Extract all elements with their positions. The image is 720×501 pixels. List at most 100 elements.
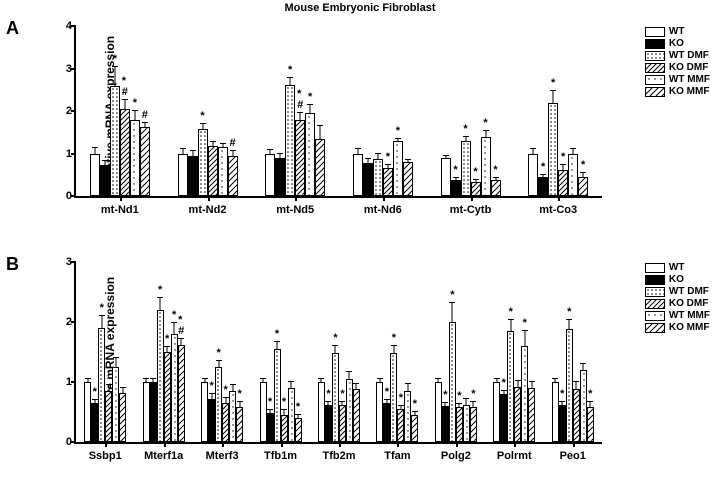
- legend-item: KO MMF: [645, 86, 710, 97]
- bar: [260, 382, 267, 442]
- bar: [383, 403, 390, 442]
- bar: [451, 180, 461, 196]
- group-label: mt-Nd6: [364, 204, 402, 216]
- bar: [318, 382, 325, 442]
- bar: [164, 352, 171, 442]
- bar: [573, 389, 580, 442]
- bar: [449, 322, 456, 442]
- sig-marker: *: [523, 318, 527, 329]
- group-Polg2: ****Polg2: [427, 262, 485, 442]
- sig-marker: *: [308, 92, 312, 103]
- group-label: Polrmt: [497, 450, 532, 462]
- bar: [404, 391, 411, 442]
- group-Tfb2m: ***Tfb2m: [310, 262, 368, 442]
- bar: [265, 154, 275, 197]
- bar: [397, 409, 404, 442]
- bar: [119, 393, 126, 442]
- legend-label: KO: [669, 274, 684, 285]
- bar: [208, 399, 215, 442]
- sig-marker: *: [333, 333, 337, 344]
- legend-item: WT MMF: [645, 310, 710, 321]
- bar: [346, 379, 353, 442]
- bar: [275, 158, 285, 196]
- bar: [228, 156, 238, 196]
- sig-marker: *: [209, 381, 213, 392]
- sig-marker: *: [493, 165, 497, 176]
- sig-marker: *: [165, 334, 169, 345]
- bar: [281, 415, 288, 442]
- bar: [521, 346, 528, 442]
- bar: [215, 367, 222, 442]
- panel-label: A: [6, 18, 19, 39]
- bar: [507, 331, 514, 442]
- sig-marker: *: [100, 303, 104, 314]
- sig-marker: *: [463, 124, 467, 135]
- bar: [376, 382, 383, 442]
- legend-label: WT: [669, 262, 685, 273]
- sig-marker: *: [453, 165, 457, 176]
- bar: [470, 407, 477, 442]
- legend-label: WT DMF: [669, 286, 709, 297]
- sig-marker: *: [396, 126, 400, 137]
- group-mt-Co3: ****mt-Co3: [514, 26, 602, 196]
- legend-item: KO: [645, 38, 710, 49]
- legend-item: WT MMF: [645, 74, 710, 85]
- bar: [267, 413, 274, 442]
- bar: [538, 177, 548, 196]
- bar: [363, 163, 373, 196]
- sig-marker: *: [551, 78, 555, 89]
- bar: [188, 156, 198, 196]
- bar: [288, 388, 295, 442]
- sig-marker: *: [158, 285, 162, 296]
- sig-marker: *: [385, 387, 389, 398]
- sig-marker: *: [471, 389, 475, 400]
- group-label: mt-Cytb: [450, 204, 492, 216]
- legend-item: WT DMF: [645, 50, 710, 61]
- bar: [171, 334, 178, 442]
- group-label: mt-Co3: [539, 204, 577, 216]
- group-Polrmt: ***Polrmt: [485, 262, 543, 442]
- legend: WTKOWT DMFKO DMFWT MMFKO MMF: [645, 26, 710, 98]
- bar: [353, 154, 363, 197]
- sig-marker: *: [172, 310, 176, 321]
- bar: [91, 403, 98, 442]
- sig-marker: *: [588, 389, 592, 400]
- bar: [157, 310, 164, 442]
- bar: [481, 137, 491, 196]
- legend-item: KO MMF: [645, 322, 710, 333]
- sig-marker: *: [443, 390, 447, 401]
- legend-item: WT: [645, 262, 710, 273]
- legend-label: WT MMF: [669, 310, 710, 321]
- bar: [105, 391, 112, 442]
- bar: [218, 147, 228, 196]
- group-Mterf1a: ****#Mterf1a: [134, 262, 192, 442]
- bar: [578, 177, 588, 196]
- group-label: mt-Nd1: [101, 204, 139, 216]
- bar: [558, 170, 568, 196]
- group-label: Polg2: [441, 450, 471, 462]
- bar: [383, 168, 393, 196]
- bar: [305, 113, 315, 196]
- bar: [493, 382, 500, 442]
- group-label: Mterf1a: [144, 450, 183, 462]
- bar: [120, 109, 130, 196]
- bar: [411, 415, 418, 442]
- bar: [143, 382, 150, 442]
- bar: [500, 394, 507, 442]
- sig-marker: *: [483, 118, 487, 129]
- bar: [461, 141, 471, 196]
- sig-marker: *: [133, 98, 137, 109]
- bar: [295, 418, 302, 442]
- bar: [285, 85, 295, 196]
- sig-marker: *: [200, 111, 204, 122]
- group-label: Tfam: [384, 450, 410, 462]
- bar: [580, 370, 587, 442]
- legend: WTKOWT DMFKO DMFWT MMFKO MMF: [645, 262, 710, 334]
- group-Tfam: ****Tfam: [368, 262, 426, 442]
- legend-item: KO: [645, 274, 710, 285]
- sig-marker: *#: [178, 315, 184, 337]
- bar: [84, 382, 91, 442]
- sig-marker: *: [113, 54, 117, 65]
- legend-label: KO: [669, 38, 684, 49]
- legend-label: KO MMF: [669, 322, 710, 333]
